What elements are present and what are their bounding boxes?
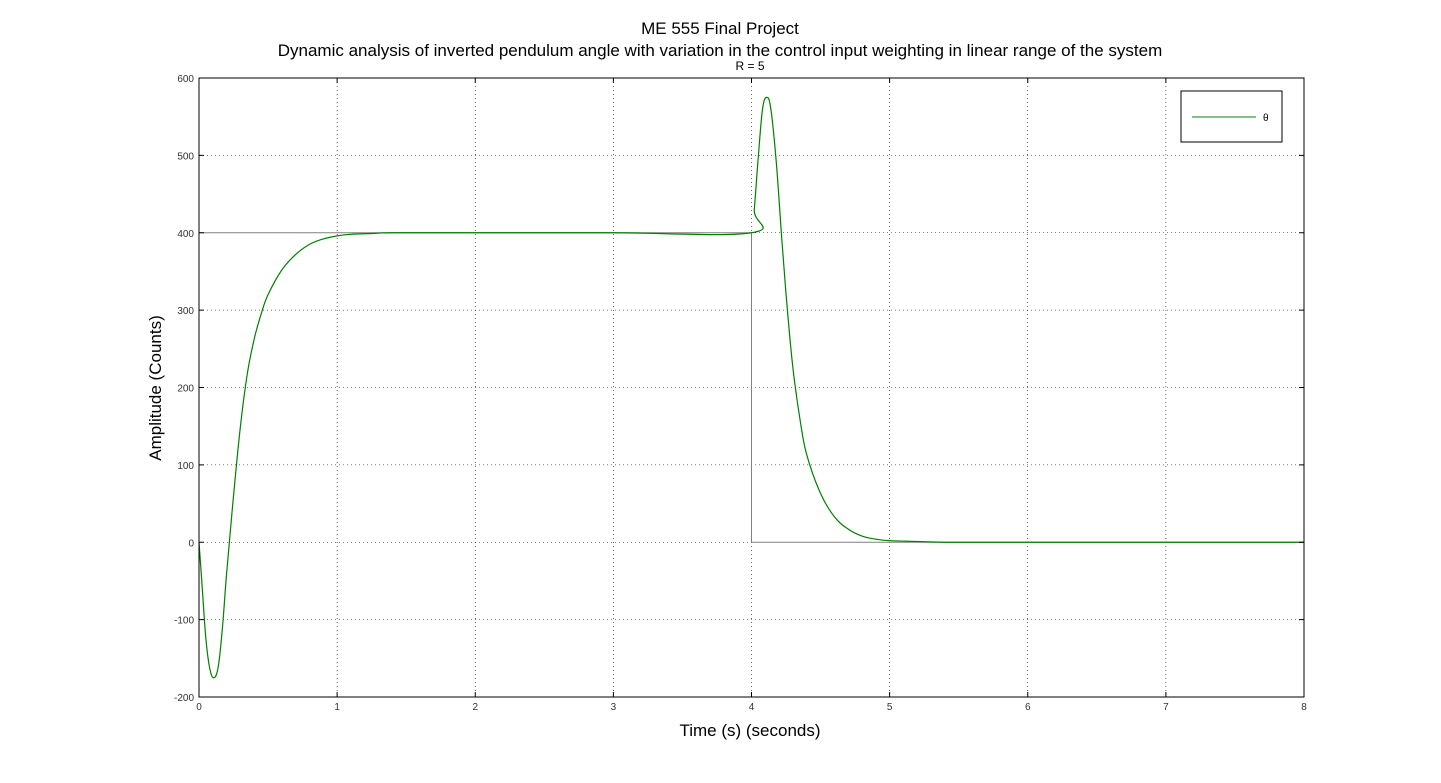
plot-area: 0 1 2 3 4 5 6 7 8 -200 -100 0 100 200 300 400 500 600 (174, 74, 1307, 713)
x-tick-label: 8 (1301, 702, 1307, 713)
series-line-theta (198, 96, 1304, 679)
x-tick-label: 4 (749, 702, 755, 713)
y-tick-label: 0 (188, 538, 194, 549)
chart-title-line2: Dynamic analysis of inverted pendulum an… (278, 41, 1162, 60)
y-axis-label: Amplitude (Counts) (146, 315, 165, 461)
y-tick-label: -200 (174, 693, 194, 704)
x-tick-label: 0 (196, 702, 202, 713)
y-tick-label: 200 (177, 384, 194, 395)
x-tick-label: 5 (887, 702, 893, 713)
x-tick-label: 2 (472, 702, 478, 713)
y-tick-label: 100 (177, 461, 194, 472)
x-tick-label: 7 (1163, 702, 1169, 713)
y-tick-label: 400 (177, 229, 194, 240)
chart-subtitle: R = 5 (735, 59, 764, 73)
y-tick-label: 600 (177, 74, 194, 85)
axis-ticks: 0 1 2 3 4 5 6 7 8 -200 -100 0 100 200 300 400 500 600 (174, 74, 1307, 713)
x-tick-label: 6 (1025, 702, 1031, 713)
y-tick-label: -100 (174, 616, 194, 627)
x-tick-label: 3 (611, 702, 617, 713)
x-axis-label: Time (s) (seconds) (679, 721, 820, 740)
legend-label-theta: θ (1263, 113, 1269, 124)
y-tick-label: 300 (177, 306, 194, 317)
legend: θ (1180, 90, 1283, 143)
x-tick-label: 1 (334, 702, 340, 713)
chart-title: ME 555 Final Project (641, 19, 799, 38)
y-tick-label: 500 (177, 151, 194, 162)
